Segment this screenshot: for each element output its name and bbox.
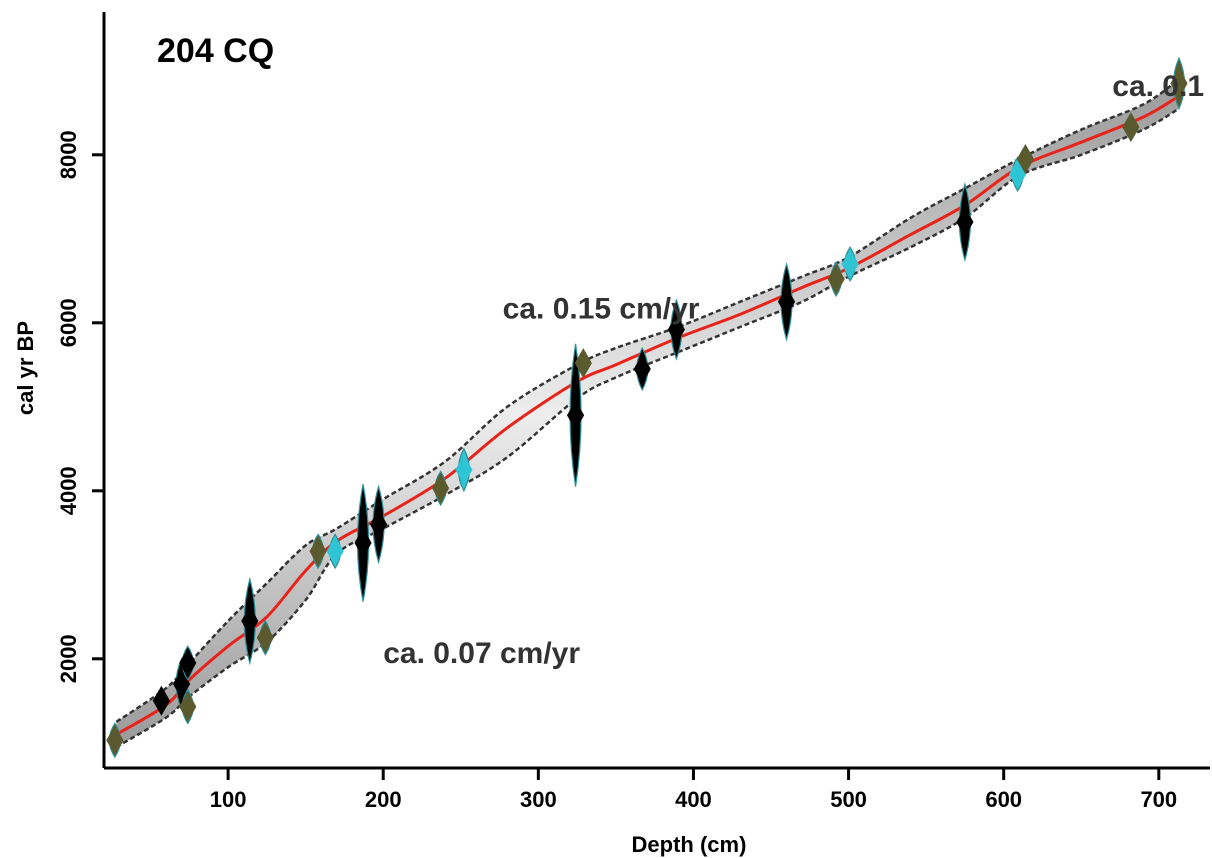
date-marker-core-13 [566,400,585,431]
x-tick-label-600: 600 [985,787,1022,812]
date-marker-core-17 [777,286,796,317]
date-marker-core-19 [841,248,859,280]
y-tick-label-2000: 2000 [56,634,81,683]
date-marker-core-18 [827,264,845,295]
date-marker-core-4 [179,647,197,679]
date-marker-core-5 [241,605,259,637]
date-marker-core-0 [106,725,124,756]
annotation-rate-lower: ca. 0.07 cm/yr [383,637,580,670]
date-marker-core-6 [256,622,274,653]
date-marker-core-16 [667,314,685,345]
y-axis-title: cal yr BP [13,321,38,415]
x-tick-label-300: 300 [520,787,557,812]
date-marker-core-24 [1170,68,1188,99]
date-marker-core-23 [1122,112,1140,143]
x-tick-label-700: 700 [1140,787,1177,812]
date-marker-core-14 [574,348,592,379]
x-tick-label-200: 200 [365,787,402,812]
confidence-lower-line [115,107,1180,749]
x-tick-label-100: 100 [210,787,247,812]
date-marker-core-1 [152,685,170,716]
chart-title: 204 CQ [157,32,274,70]
axis-ticks: 100 200 300 400 500 600 700 2000 4000 6000 8000 [56,130,1177,812]
date-marker-core-8 [326,536,344,567]
y-tick-label-6000: 6000 [56,298,81,347]
annotation-rate-middle: ca. 0.15 cm/yr [503,293,700,326]
annotation-rate-upper: ca. 0.1 cm/yr [1112,70,1212,103]
date-marker-core-3 [179,691,197,722]
date-marker-core-7 [309,536,327,567]
date-marker-core-15 [633,353,651,385]
age-model-lines [115,78,1180,749]
date-markers [106,56,1188,759]
y-tick-label-4000: 4000 [56,466,81,515]
y-tick-label-8000: 8000 [56,130,81,179]
date-marker-core-9 [354,527,372,558]
date-marker-core-10 [369,509,388,540]
confidence-upper-line [115,78,1180,723]
x-tick-label-500: 500 [830,787,867,812]
date-marker-core-20 [956,206,974,238]
age-model-median-line [115,94,1180,736]
date-marker-core-11 [432,473,450,504]
date-marker-core-22 [1016,143,1034,175]
x-tick-label-400: 400 [675,787,712,812]
date-marker-core-12 [455,454,473,485]
x-axis-title: Depth (cm) [632,832,747,857]
